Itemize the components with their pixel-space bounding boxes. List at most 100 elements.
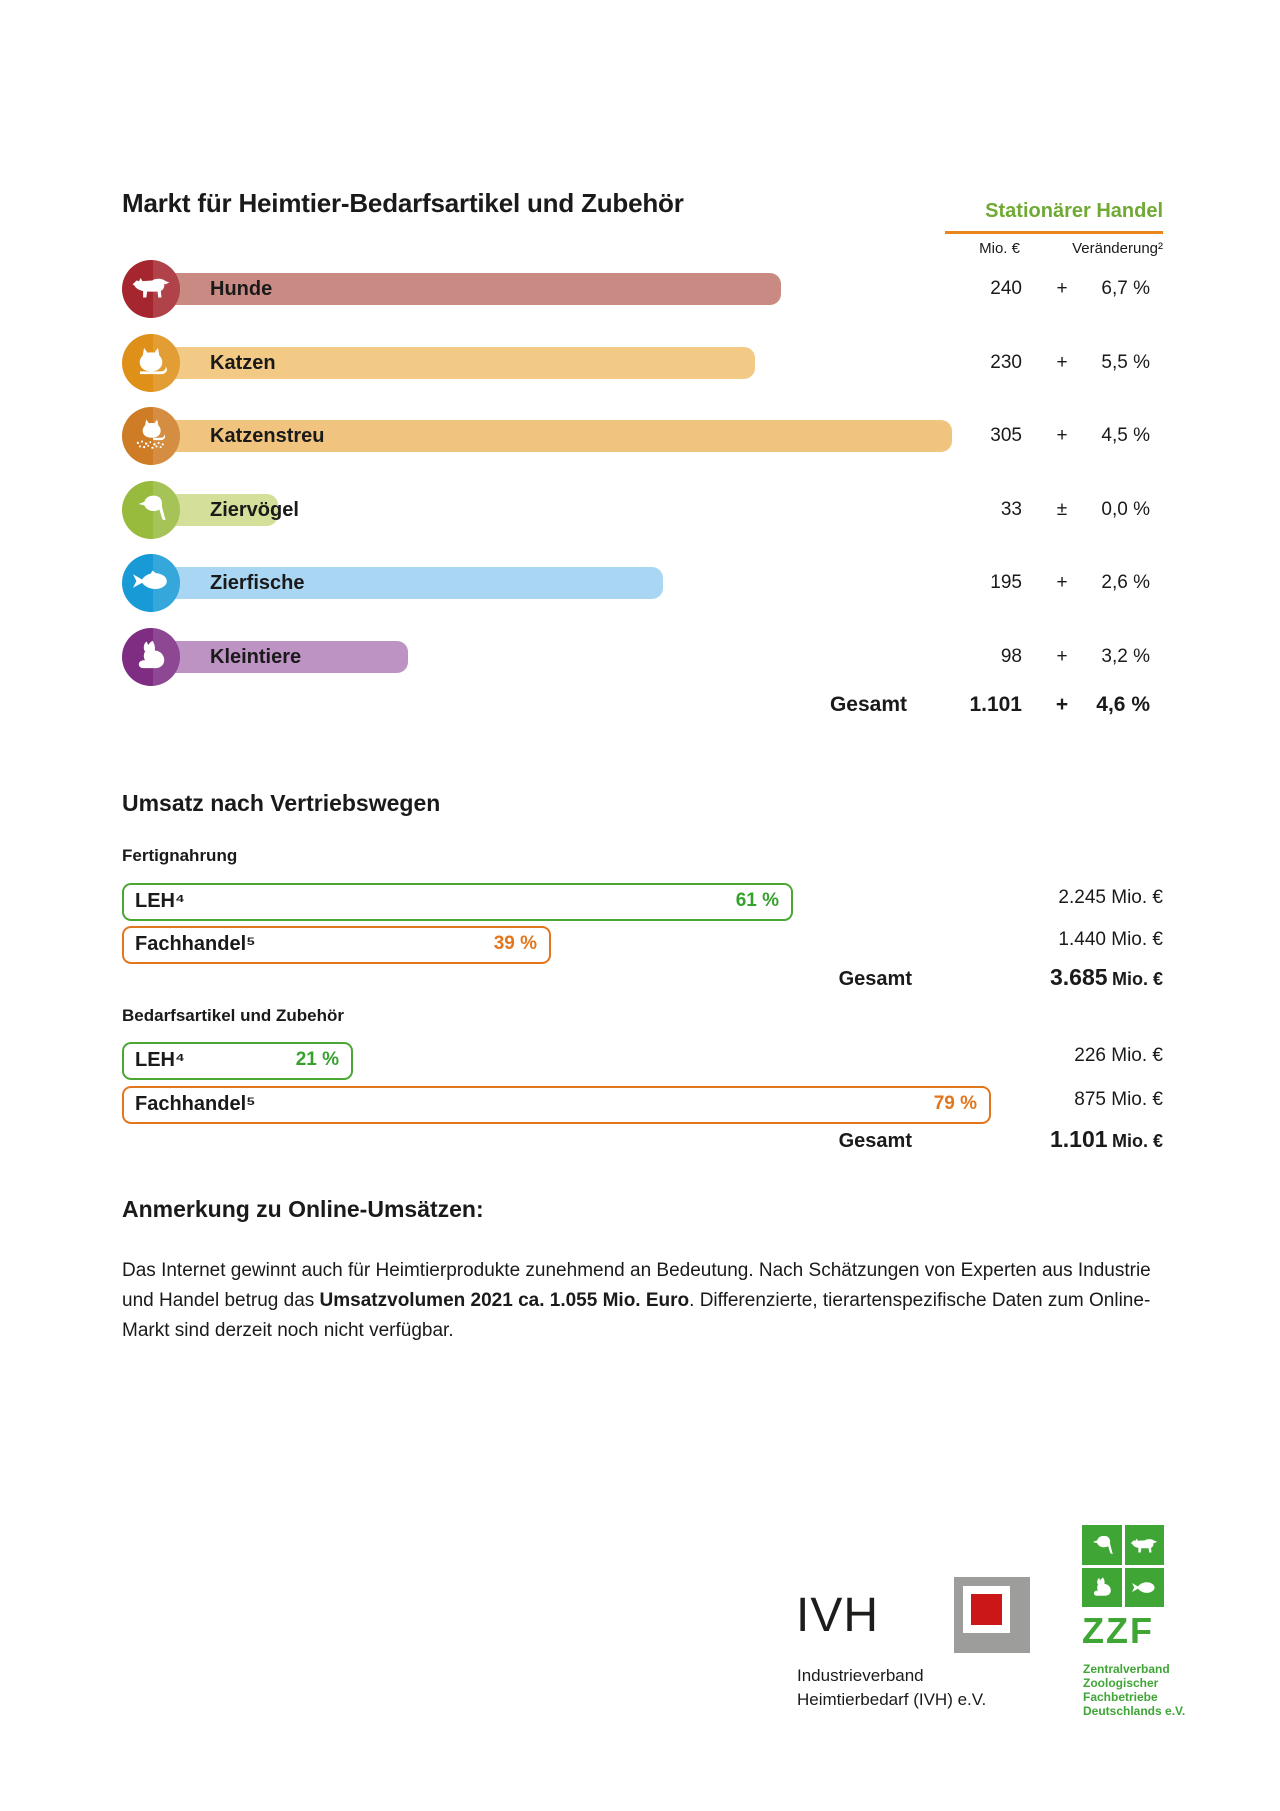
value-fertignahrung-fachhandel: 1.440 Mio. €: [1058, 928, 1163, 952]
bar-katzen: [150, 347, 755, 379]
zzf-subline: Zentralverband Zoologischer Fachbetriebe…: [1083, 1662, 1186, 1718]
row-change-pct: 3,2 %: [1101, 646, 1150, 667]
row-change-sign: +: [1056, 278, 1068, 299]
hunde-icon-circle: [122, 260, 180, 318]
chart-row-katzenstreu: Katzenstreu 305 + 4,5 %: [122, 407, 1163, 465]
fish-icon: [130, 565, 172, 602]
value-number: 875: [1074, 1089, 1106, 1110]
column-header-mio: Mio. €: [979, 240, 1020, 257]
katzen-icon-circle: [122, 334, 180, 392]
bar-bedarfsartikel-fachhandel: Fachhandel⁵ 79 %: [122, 1086, 991, 1124]
value-number: 226: [1074, 1045, 1106, 1066]
ivh-wordmark: IVH: [796, 1589, 880, 1642]
gesamt-unit: Mio. €: [1111, 969, 1163, 989]
value-unit: Mio. €: [1111, 1045, 1163, 1066]
chart-row-hunde: Hunde 240 + 6,7 %: [122, 260, 1163, 318]
bar-pct: 79 %: [933, 1093, 977, 1114]
katzenstreu-icon-circle: [122, 407, 180, 465]
row-label: Katzenstreu: [210, 425, 325, 447]
ivh-logo-red-square: [971, 1594, 1002, 1625]
value-unit: Mio. €: [1111, 929, 1163, 950]
ivh-logo: [954, 1577, 1030, 1653]
value-unit: Mio. €: [1111, 1089, 1163, 1110]
row-change-pct: 6,7 %: [1101, 278, 1150, 299]
gesamt-value-bedarfsartikel: 1.101 Mio. €: [1050, 1126, 1163, 1153]
row-value: 195: [990, 572, 1022, 593]
cat-litter-icon: [131, 414, 171, 459]
gesamt-number: 1.101: [1049, 1126, 1108, 1152]
kleintiere-icon-circle: [122, 628, 180, 686]
dog-icon: [130, 272, 172, 307]
value-bedarfsartikel-leh: 226 Mio. €: [1074, 1044, 1163, 1068]
note-paragraph: Das Internet gewinnt auch für Heimtierpr…: [122, 1256, 1168, 1346]
total-change-pct: 4,6 %: [1096, 693, 1150, 716]
value-unit: Mio. €: [1111, 887, 1163, 908]
row-label: Kleintiere: [210, 646, 302, 668]
group-title-bedarfsartikel: Bedarfsartikel und Zubehör: [122, 1006, 344, 1025]
row-change-pct: 5,5 %: [1101, 352, 1150, 373]
gesamt-number: 3.685: [1049, 964, 1108, 990]
row-change-sign: ±: [1056, 499, 1068, 520]
ivh-subline-2: Heimtierbedarf (IVH) e.V.: [797, 1690, 987, 1709]
gesamt-label-fertignahrung: Gesamt: [838, 968, 912, 990]
zzf-tile-fish-icon: [1124, 1567, 1164, 1607]
bar-katzenstreu: [150, 420, 953, 452]
zierfische-icon-circle: [122, 554, 180, 612]
row-value: 305: [990, 425, 1022, 446]
total-change-sign: +: [1055, 693, 1069, 716]
bird-icon: [132, 491, 170, 530]
group-title-fertignahrung: Fertignahrung: [122, 846, 238, 865]
section-title-vertriebswege: Umsatz nach Vertriebswegen: [122, 790, 441, 816]
bar-pct: 61 %: [735, 890, 779, 911]
zzf-tile-rabbit-icon: [1082, 1567, 1122, 1607]
row-value: 240: [990, 278, 1022, 299]
value-bedarfsartikel-fachhandel: 875 Mio. €: [1074, 1088, 1163, 1112]
chart-row-kleintiere: Kleintiere 98 + 3,2 %: [122, 628, 1163, 686]
cat-icon: [133, 344, 169, 383]
row-value: 230: [990, 352, 1022, 373]
gesamt-label-bedarfsartikel: Gesamt: [838, 1130, 912, 1152]
bar-fertignahrung-fachhandel: Fachhandel⁵ 39 %: [122, 926, 551, 964]
gesamt-value-fertignahrung: 3.685 Mio. €: [1050, 964, 1163, 991]
chart-row-zierfische: Zierfische 195 + 2,6 %: [122, 554, 1163, 612]
row-change-sign: +: [1056, 646, 1068, 667]
gesamt-unit: Mio. €: [1111, 1131, 1163, 1151]
bar-pct: 21 %: [295, 1049, 339, 1070]
value-fertignahrung-leh: 2.245 Mio. €: [1058, 886, 1163, 910]
row-change-sign: +: [1056, 425, 1068, 446]
bar-label: Fachhandel⁵: [135, 933, 256, 955]
row-label: Ziervögel: [210, 499, 299, 521]
page-title: Markt für Heimtier-Bedarfsartikel und Zu…: [122, 188, 684, 218]
chart-row-ziervoegel: Ziervögel 33 ± 0,0 %: [122, 481, 1163, 539]
bar-pct: 39 %: [493, 933, 537, 954]
bar-fertignahrung-leh: LEH⁴ 61 %: [122, 883, 793, 921]
zzf-tile-dog-icon: [1124, 1525, 1164, 1565]
rabbit-icon: [133, 637, 169, 678]
note-title: Anmerkung zu Online-Umsätzen:: [122, 1196, 484, 1222]
column-header-veraenderung: Veränderung²: [1072, 240, 1163, 257]
total-label: Gesamt: [829, 693, 907, 716]
chart-row-katzen: Katzen 230 + 5,5 %: [122, 334, 1163, 392]
bar-label: LEH⁴: [135, 890, 185, 912]
row-value: 33: [1000, 499, 1022, 520]
row-change-pct: 4,5 %: [1101, 425, 1150, 446]
zzf-tile-bird-icon: [1082, 1525, 1122, 1565]
bar-zierfische: [150, 567, 663, 599]
row-change-sign: +: [1056, 352, 1068, 373]
stationaer-handel-header: Stationärer Handel: [985, 200, 1163, 222]
ivh-subline-1: Industrieverband: [797, 1666, 924, 1685]
row-change-pct: 0,0 %: [1101, 499, 1150, 520]
zzf-logo: [1082, 1525, 1164, 1607]
row-label: Zierfische: [210, 572, 305, 594]
bar-kleintiere: [150, 641, 408, 673]
row-value: 98: [1000, 646, 1022, 667]
bar-label: LEH⁴: [135, 1049, 185, 1071]
note-text-before: Das Internet gewinnt auch für Heimtierpr…: [122, 1260, 1151, 1311]
row-label: Hunde: [210, 278, 273, 300]
bar-bedarfsartikel-leh: LEH⁴ 21 %: [122, 1042, 353, 1080]
header-rule: [945, 231, 1163, 234]
note-text-bold: Umsatzvolumen 2021 ca. 1.055 Mio. Euro: [319, 1290, 690, 1311]
row-label: Katzen: [210, 352, 276, 374]
chart-total-row: Gesamt 1.101 + 4,6 %: [122, 682, 1163, 728]
